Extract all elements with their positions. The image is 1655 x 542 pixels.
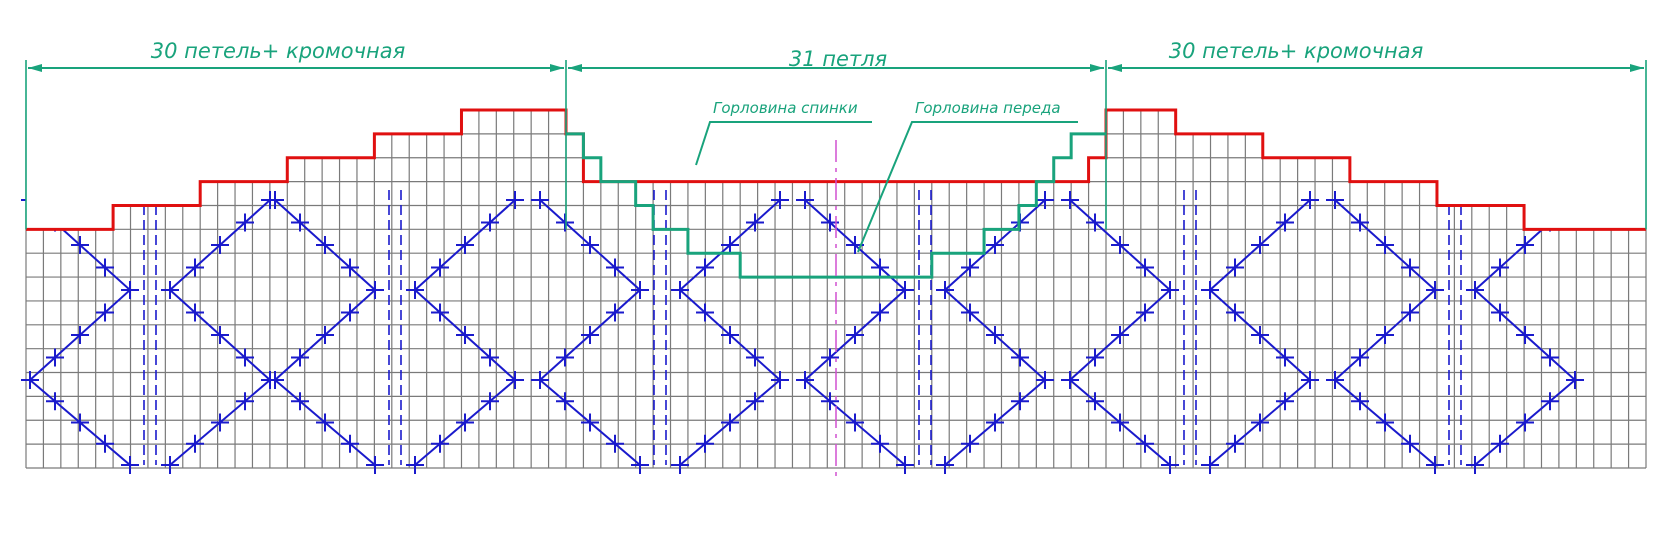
- dimension-arrow: [1090, 64, 1104, 72]
- cut-mask: [26, 106, 1646, 230]
- lace-pattern: [21, 190, 1584, 474]
- dimension-label-right: 30 петель+ кромочная: [1169, 39, 1423, 63]
- dimension-label-center: 31 петля: [789, 47, 887, 71]
- front-neckline-line: [566, 132, 1106, 279]
- front-neckline-leader: [857, 121, 1078, 253]
- back-neckline-label: Горловина спинки: [713, 99, 858, 117]
- dimension-arrow: [550, 64, 564, 72]
- dimension-arrow: [28, 64, 42, 72]
- dimension-arrow: [568, 64, 582, 72]
- leader-lines: [695, 121, 1078, 253]
- dimension-arrow: [1630, 64, 1644, 72]
- dimension-label-left: 30 петель+ кромочная: [151, 39, 405, 63]
- dimension-arrow: [1108, 64, 1122, 72]
- back-neckline-leader: [695, 121, 872, 166]
- front-neckline-label: Горловина переда: [915, 99, 1061, 117]
- dimension-lines: [25, 60, 1647, 230]
